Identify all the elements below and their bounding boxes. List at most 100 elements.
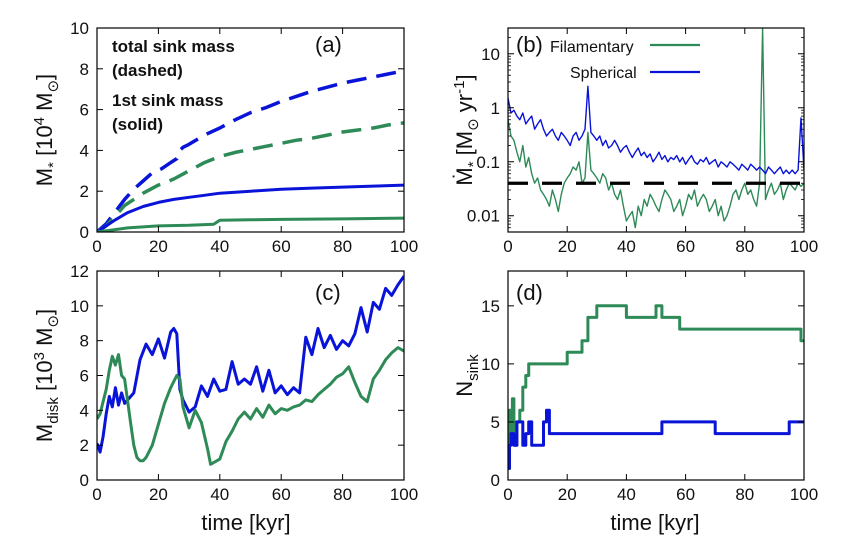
legend-spherical-label: Spherical [570, 65, 637, 82]
legend-filamentary-label: Filamentary [550, 39, 634, 56]
series-b-filamentary [508, 28, 804, 229]
y-tick-label: 4 [80, 141, 89, 160]
ylabel-part: ⊙ [465, 118, 482, 131]
panel-c-ylabel: Mdisk [103 M⊙] [31, 309, 62, 442]
y-tick-label: 10 [481, 355, 500, 374]
x-tick-label: 0 [92, 485, 101, 504]
series-d-filamentary [508, 304, 804, 470]
y-tick-label: 2 [80, 436, 89, 455]
series-a-spherical-total [97, 69, 404, 232]
y-tick-label: 10 [481, 45, 500, 64]
y-tick-label: 6 [80, 101, 89, 120]
y-tick-label: 6 [80, 367, 89, 386]
panel-c-plot-area [97, 275, 404, 466]
panel-d: (d) time [kyr] 0 20 40 60 80 100 0 5 10 15 Nsink [452, 270, 818, 535]
ylabel-part: [10 [32, 125, 57, 162]
y-tick-label: 2 [80, 182, 89, 201]
series-d-spherical [508, 408, 804, 470]
annotation-first-sink-mass: 1st sink mass [112, 91, 224, 110]
panel-c-frame [96, 270, 405, 481]
x-tick-label: 20 [149, 485, 168, 504]
y-tick-label: 0 [80, 471, 89, 490]
panel-d-label: (d) [516, 280, 543, 305]
ylabel-part: 3 [31, 352, 48, 360]
ylabel-part: -1 [451, 81, 468, 94]
x-tick-label: 80 [333, 485, 352, 504]
ylabel-part: [10 [32, 360, 57, 397]
panel-b-label: (b) [516, 32, 543, 57]
ylabel-part: N [452, 381, 477, 397]
series-a-filamentary-total [97, 121, 404, 232]
panel-a-plot-area [97, 69, 404, 232]
x-tick-label: 60 [272, 237, 291, 256]
series-a-spherical-1st-sink [97, 183, 404, 232]
panel-b-frame [507, 27, 805, 233]
panel-a: (a) total sink mass (dashed) 1st sink ma… [31, 19, 418, 256]
x-tick-label: 0 [92, 237, 101, 256]
x-tick-label: 100 [390, 237, 418, 256]
panel-a-label: (a) [315, 32, 342, 57]
ylabel-part: ⊙ [45, 80, 62, 93]
x-tick-label: 100 [390, 485, 418, 504]
ylabel-part: 4 [31, 117, 48, 125]
series-b-spherical [508, 85, 804, 175]
y-tick-label: 0.1 [476, 153, 500, 172]
x-tick-label: 40 [617, 237, 636, 256]
ylabel-part: ] [452, 74, 477, 80]
x-tick-label: 40 [210, 237, 229, 256]
panel-a-frame [96, 27, 405, 233]
annotation-total-sink-mass: total sink mass [112, 37, 235, 56]
panel-d-frame [507, 270, 805, 481]
y-tick-label: 0 [491, 471, 500, 490]
ylabel-part: ] [32, 309, 57, 315]
x-tick-label: 20 [558, 237, 577, 256]
panel-b: (b) Filamentary Spherical 0 20 40 60 80 100 0.… [451, 27, 818, 256]
x-tick-label: 40 [210, 485, 229, 504]
panel-b-ylabel: Ṁ* [M⊙ yr-1] [451, 74, 482, 185]
ylabel-part: yr [452, 94, 477, 118]
y-tick-label: 10 [70, 19, 89, 38]
x-tick-label: 0 [503, 237, 512, 256]
x-tick-label: 60 [676, 237, 695, 256]
y-tick-label: 0 [80, 223, 89, 242]
x-tick-label: 20 [558, 485, 577, 504]
x-tick-label: 100 [790, 485, 818, 504]
x-tick-label: 20 [149, 237, 168, 256]
panel-c: (c) time [kyr] 0 20 40 60 80 100 0 2 4 6 8 10 12 Mdis… [31, 262, 418, 535]
y-tick-label: 15 [481, 297, 500, 316]
x-tick-label: 80 [735, 485, 754, 504]
y-tick-label: 0.01 [467, 207, 500, 226]
ylabel-part: ] [32, 74, 57, 80]
y-tick-label: 10 [70, 297, 89, 316]
ylabel-part: Ṁ [452, 167, 477, 185]
x-tick-label: 100 [790, 237, 818, 256]
y-tick-label: 12 [70, 262, 89, 281]
panel-c-label: (c) [315, 280, 341, 305]
ylabel-part: M [32, 93, 57, 117]
y-tick-label: 4 [80, 401, 89, 420]
ylabel-part: sink [465, 354, 482, 381]
panel-b-plot-area [508, 28, 804, 229]
ylabel-part: * [45, 162, 62, 168]
x-tick-label: 40 [617, 485, 636, 504]
ylabel-part: M [32, 168, 57, 186]
ylabel-part: M [32, 424, 57, 442]
y-tick-label: 8 [80, 60, 89, 79]
panel-a-ylabel: M* [104 M⊙] [31, 74, 62, 186]
series-c-filamentary [97, 346, 404, 466]
panel-d-ylabel: Nsink [452, 354, 482, 397]
series-a-filamentary-1st-sink [97, 216, 404, 232]
x-tick-label: 0 [503, 485, 512, 504]
x-tick-label: 80 [333, 237, 352, 256]
panel-c-xlabel: time [kyr] [201, 510, 290, 535]
ylabel-part: [M [452, 131, 477, 162]
x-tick-label: 60 [272, 485, 291, 504]
ylabel-part: M [32, 328, 57, 352]
series-c-spherical [97, 275, 404, 454]
y-tick-label: 1 [491, 99, 500, 118]
ylabel-part: * [465, 161, 482, 167]
annotation-dashed: (dashed) [112, 61, 183, 80]
ylabel-part: disk [45, 397, 62, 424]
annotation-solid: (solid) [112, 115, 163, 134]
